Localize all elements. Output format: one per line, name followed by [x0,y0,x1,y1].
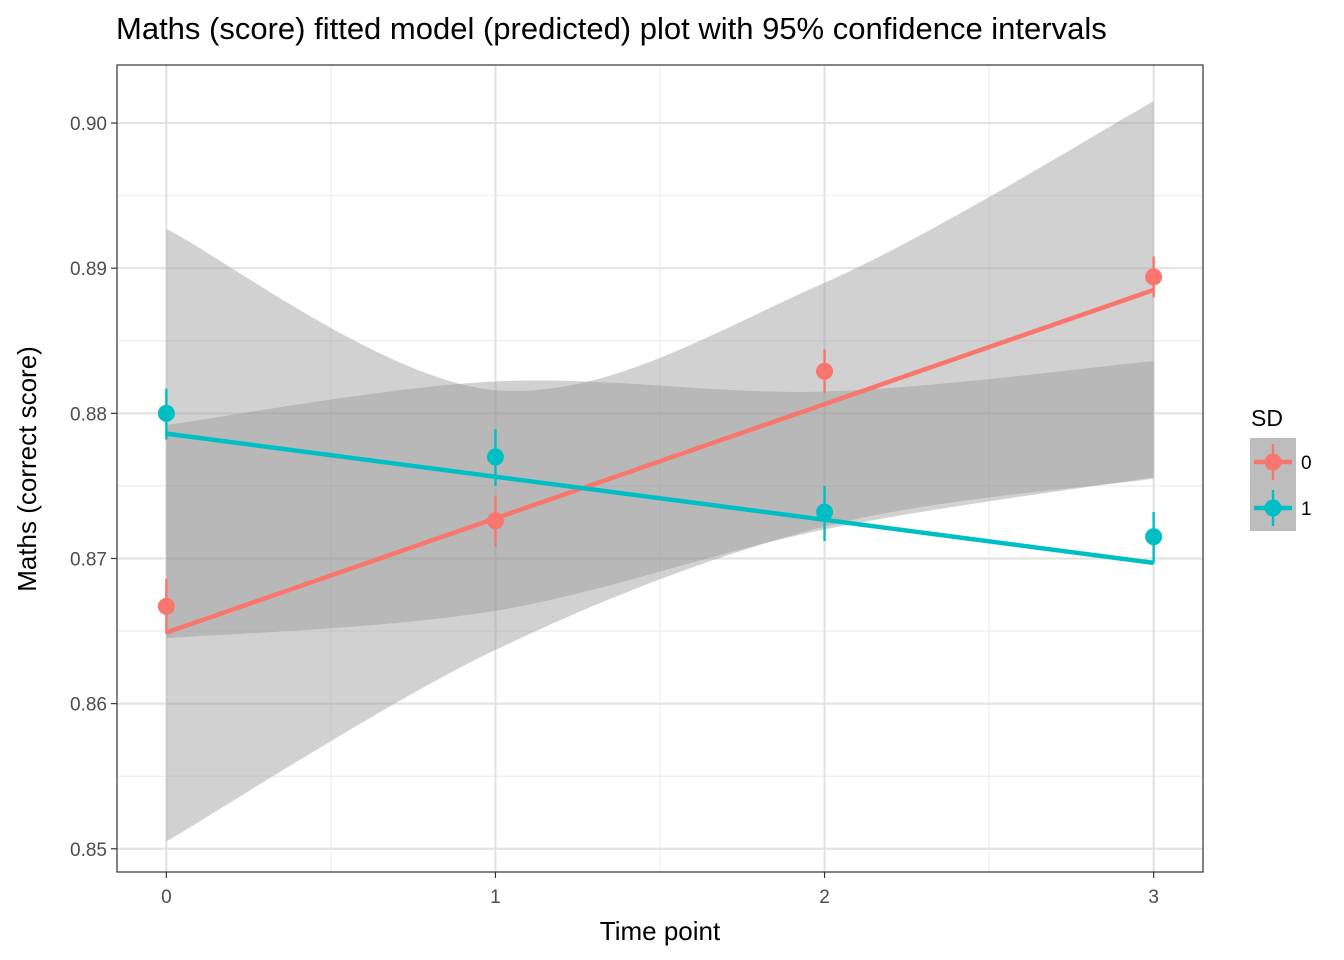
y-tick-label: 0.86 [70,695,107,716]
y-tick-label: 0.90 [70,114,107,135]
data-point-0 [1145,268,1163,286]
legend: SD 0 1 [1250,405,1312,531]
confidence-band-0 [166,101,1154,842]
fit-line-1 [166,431,1154,566]
legend-title: SD [1251,405,1283,431]
x-tick-label: 1 [490,887,501,908]
panel-border [116,64,1204,873]
x-tick-label: 2 [819,887,830,908]
data-point-0 [157,597,175,615]
y-tick-label: 0.88 [70,404,107,425]
y-tick-label: 0.87 [70,549,107,570]
legend-label-0: 0 [1301,453,1312,474]
y-tick-label: 0.89 [70,259,107,280]
data-point-1 [486,448,504,466]
y-axis-title: Maths (correct score) [12,346,42,592]
legend-point-1 [1264,499,1282,517]
plot-panel: 0.85 0.86 0.87 0.88 0.89 0.90 0 1 2 3 [70,64,1204,908]
legend-label-1: 1 [1301,499,1312,520]
x-axis-title: Time point [600,916,721,946]
legend-point-0 [1264,453,1282,471]
data-point-1 [816,503,834,521]
fit-line-0 [165,287,1155,635]
x-tick-label: 0 [161,887,172,908]
y-tick-label: 0.85 [70,840,107,861]
data-point-0 [816,362,834,380]
chart-title: Maths (score) fitted model (predicted) p… [116,11,1107,46]
plot-area [117,65,1203,872]
data-point-1 [1145,528,1163,546]
data-point-1 [157,404,175,422]
data-point-0 [486,512,504,530]
x-tick-label: 3 [1148,887,1159,908]
